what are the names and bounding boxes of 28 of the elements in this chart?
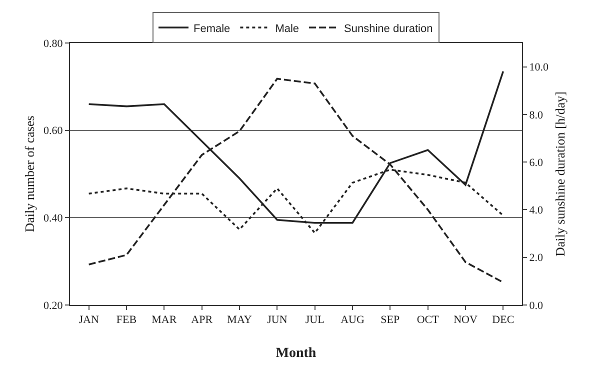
y-tick-label: 0.20 [44,300,64,312]
y-axis-title: Daily number of cases [22,116,37,232]
legend-label: Sunshine duration [344,22,433,35]
x-tick-label: SEP [380,314,400,326]
legend-label: Female [194,22,230,35]
x-tick-label: JUL [305,314,325,326]
x-tick-label: APR [191,314,214,326]
y2-tick-label: 0.0 [529,300,544,312]
x-tick-label: NOV [454,314,478,326]
x-tick-label: AUG [340,314,364,326]
x-tick-label: JAN [78,314,99,326]
y-tick-label: 0.80 [44,38,64,50]
legend-label: Male [275,22,300,35]
x-tick-label: MAY [227,314,252,326]
y2-tick-label: 10.0 [529,62,549,74]
y2-tick-label: 6.0 [529,156,544,169]
y-tick-label: 0.40 [44,212,64,225]
x-tick-label: DEC [492,314,514,326]
y2-tick-label: 8.0 [529,109,544,122]
y2-axis-title: Daily sunshine duration [h/day] [552,92,568,256]
x-tick-label: OCT [416,314,440,326]
x-axis-title: Month [276,346,316,361]
x-tick-label: MAR [152,314,178,326]
y-tick-label: 0.60 [44,125,64,138]
y2-tick-label: 2.0 [529,252,544,264]
x-tick-label: JUN [267,314,288,326]
x-tick-label: FEB [116,314,137,326]
y2-tick-label: 4.0 [529,204,544,217]
